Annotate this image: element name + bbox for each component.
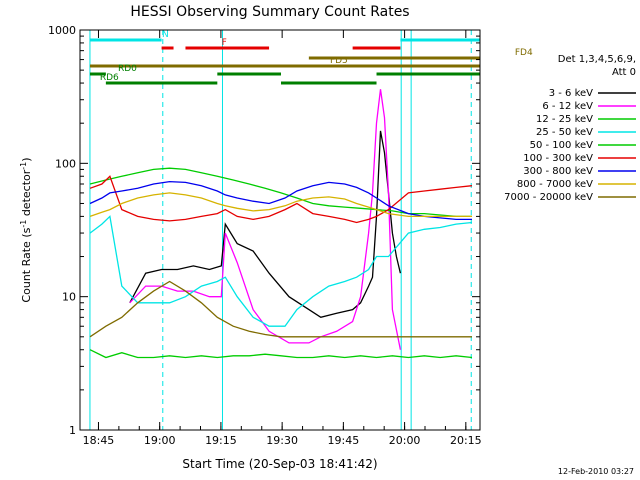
- y-tick-label: 10: [62, 291, 76, 304]
- legend-label: 300 - 800 keV: [523, 166, 593, 177]
- x-tick-label: 19:15: [205, 434, 237, 447]
- status-label-f: F: [222, 38, 227, 48]
- legend-label: 12 - 25 keV: [536, 114, 593, 125]
- legend-title-line: Att 0: [612, 67, 636, 78]
- y-axis-label-part2: detector: [20, 169, 33, 219]
- status-label-rd0: RD0: [118, 64, 137, 74]
- legend-label: 50 - 100 keV: [530, 140, 594, 151]
- y-tick-label: 100: [55, 157, 76, 170]
- series-line-8: [89, 192, 472, 218]
- x-axis-label: Start Time (20-Sep-03 18:41:42): [182, 457, 377, 471]
- footer-date: 12-Feb-2010 03:27: [558, 467, 634, 476]
- x-tick-label: 20:15: [450, 434, 482, 447]
- legend-title-line: Det 1,3,4,5,6,9,: [558, 54, 636, 65]
- legend-label: 7000 - 20000 keV: [504, 192, 593, 203]
- plot-frame: [79, 29, 481, 431]
- axis-ticks: 18:45 19:00 19:15 19:30 19:45 20:00 20:15 1 10 10…: [48, 24, 482, 447]
- y-axis-label-part3: ): [20, 157, 33, 161]
- y-axis-label: Count Rate (s-1 detector-1): [19, 157, 34, 302]
- x-tick-label: 19:00: [144, 434, 176, 447]
- y-axis-label-sup1: -1: [19, 220, 28, 228]
- y-axis-label-part1: Count Rate (s: [20, 227, 33, 302]
- status-label-fd5: FD5: [330, 56, 348, 66]
- legend-label: 25 - 50 keV: [536, 127, 593, 138]
- series-line-7: [89, 180, 472, 221]
- y-tick-label: 1: [69, 424, 76, 437]
- series-line-2: [129, 89, 402, 350]
- legend-label: 3 - 6 keV: [549, 88, 593, 99]
- y-axis-label-sup2: -1: [19, 162, 28, 170]
- status-label-rd6: RD6: [100, 73, 119, 83]
- status-label-n: N: [162, 30, 169, 40]
- legend-label: 6 - 12 keV: [542, 101, 593, 112]
- series-line-3: [89, 349, 473, 359]
- legend-label: 800 - 7000 keV: [517, 179, 593, 190]
- x-tick-label: 19:30: [266, 434, 298, 447]
- status-label-fd4: FD4: [515, 48, 533, 58]
- legend: Det 1,3,4,5,6,9, Att 0 3 - 6 keV 6 - 12 keV…: [504, 54, 636, 203]
- series-line-6: [89, 175, 473, 224]
- legend-label: 100 - 300 keV: [523, 153, 593, 164]
- x-tick-label: 19:45: [328, 434, 360, 447]
- x-tick-label: 20:00: [389, 434, 421, 447]
- series-line-1: [129, 130, 402, 318]
- series-line-4: [89, 215, 473, 327]
- series-line-9: [89, 280, 472, 338]
- y-tick-label: 1000: [48, 24, 76, 37]
- x-tick-label: 18:45: [83, 434, 115, 447]
- chart-title: HESSI Observing Summary Count Rates: [130, 4, 409, 20]
